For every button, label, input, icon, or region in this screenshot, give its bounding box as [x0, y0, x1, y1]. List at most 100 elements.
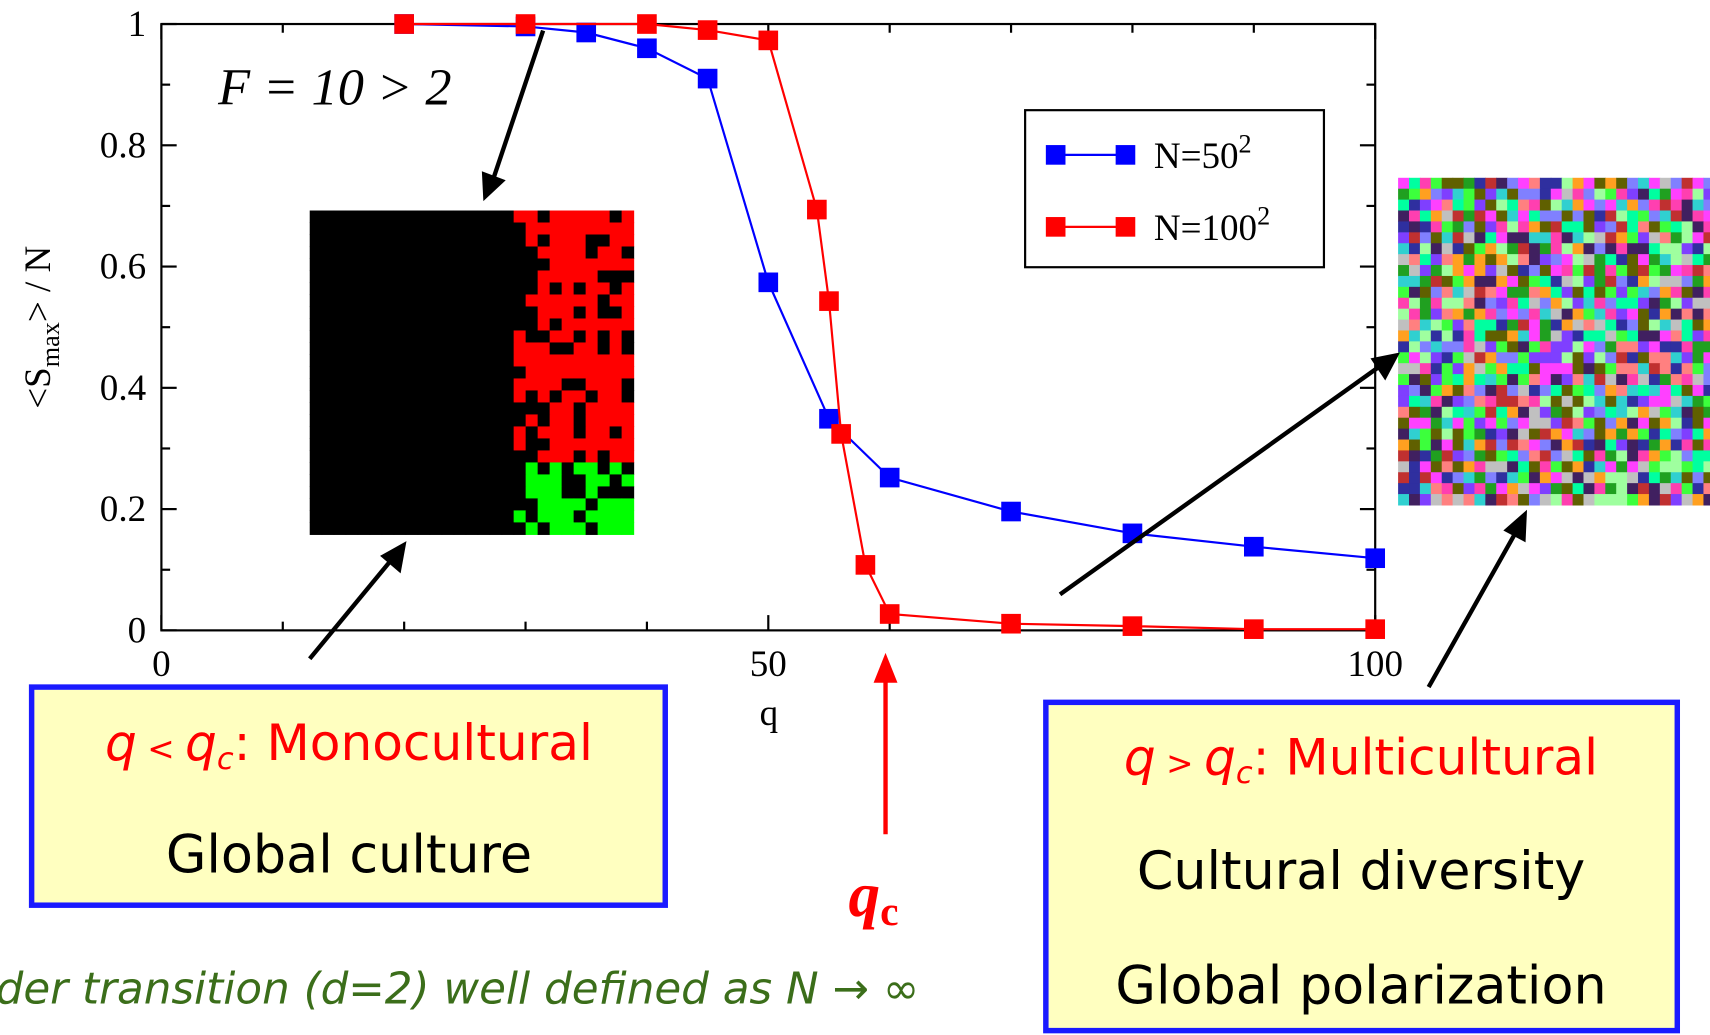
lattice-cell: [1583, 330, 1595, 342]
lattice-cell: [1583, 494, 1595, 506]
lattice-cell: [1463, 439, 1475, 451]
right-box-line: Global polarization: [1115, 955, 1606, 1016]
lattice-cell: [585, 474, 599, 487]
lattice-cell: [1507, 265, 1519, 277]
lattice-cell: [1616, 483, 1628, 495]
lattice-cell: [381, 342, 395, 356]
lattice-cell: [1594, 177, 1606, 190]
lattice-cell: [1594, 406, 1606, 419]
x-axis-label: q: [760, 693, 779, 734]
lattice-cell: [357, 282, 371, 296]
lattice-cell: [501, 498, 515, 511]
lattice-cell: [309, 522, 323, 535]
lattice-cell: [1398, 384, 1410, 397]
lattice-cell: [585, 390, 599, 403]
lattice-cell: [1539, 417, 1552, 430]
lattice-cell: [1572, 319, 1585, 332]
lattice-cell: [465, 510, 479, 523]
lattice-cell: [381, 486, 395, 499]
lattice-cell: [309, 246, 323, 260]
lattice-cell: [405, 294, 419, 308]
lattice-cell: [1692, 254, 1705, 266]
lattice-cell: [621, 474, 635, 487]
arrowhead: [1370, 352, 1400, 381]
lattice-cell: [1441, 221, 1454, 233]
lattice-cell: [1539, 243, 1552, 255]
lattice-cell: [1648, 439, 1661, 451]
lattice-cell: [1409, 319, 1421, 332]
lattice-cell: [357, 342, 371, 356]
lattice-cell: [333, 414, 347, 427]
footer-note: der transition (d=2) well defined as N →…: [0, 964, 919, 1014]
lattice-cell: [1692, 243, 1705, 255]
lattice-cell: [1648, 177, 1661, 190]
lattice-cell: [429, 270, 443, 284]
lattice-cell: [1409, 177, 1421, 190]
lattice-cell: [525, 438, 539, 451]
lattice-cell: [1692, 461, 1705, 473]
lattice-cell: [405, 390, 419, 403]
lattice-cell: [621, 486, 635, 499]
qc-arrow: [873, 652, 898, 835]
lattice-cell: [1659, 439, 1672, 451]
lattice-cell: [309, 498, 323, 511]
lattice-cell: [501, 270, 515, 284]
lattice-cell: [609, 414, 623, 427]
lattice-cell: [1463, 297, 1475, 310]
lattice-cell: [441, 450, 455, 463]
lattice-cell: [1681, 428, 1694, 441]
lattice-cell: [1659, 374, 1672, 386]
lattice-cell: [429, 282, 443, 296]
lattice-cell: [1507, 483, 1519, 495]
lattice-cell: [1518, 232, 1530, 244]
lattice-cell: [465, 210, 479, 224]
lattice-cell: [597, 402, 611, 415]
lattice-cell: [1681, 450, 1694, 462]
lattice-cell: [1648, 428, 1661, 441]
lattice-cell: [345, 510, 359, 523]
lattice-cell: [1430, 384, 1443, 397]
lattice-cell: [1638, 177, 1650, 190]
lattice-cell: [1692, 417, 1705, 430]
lattice-cell: [405, 414, 419, 427]
lattice-cell: [1550, 308, 1563, 321]
lattice-cell: [1496, 308, 1508, 321]
lattice-cell: [1572, 243, 1585, 255]
lattice-cell: [1670, 177, 1683, 190]
data-point: [697, 68, 718, 89]
lattice-cell: [1441, 384, 1454, 397]
lattice-cell: [1616, 275, 1628, 288]
data-point: [697, 20, 718, 40]
lattice-cell: [369, 234, 383, 248]
lattice-cell: [597, 246, 611, 260]
lattice-cell: [1441, 297, 1454, 310]
lattice-cell: [537, 294, 551, 308]
lattice-cell: [549, 246, 563, 260]
lattice-cell: [1539, 363, 1552, 375]
lattice-cell: [573, 522, 587, 535]
lattice-cell: [1681, 352, 1694, 364]
lattice-cell: [1452, 210, 1465, 222]
lattice-cell: [1703, 374, 1710, 386]
lattice-cell: [1507, 254, 1519, 266]
lattice-cell: [1605, 254, 1617, 266]
lattice-cell: [1398, 286, 1410, 299]
lattice-cell: [549, 306, 563, 320]
lattice-cell: [1572, 472, 1585, 484]
lattice-cell: [1703, 406, 1710, 419]
lattice-cell: [1572, 450, 1585, 462]
lattice-cell: [1507, 428, 1519, 441]
lattice-cell: [477, 270, 491, 284]
lattice-cell: [1572, 188, 1585, 201]
lattice-cell: [1496, 188, 1508, 201]
lattice-cell: [1398, 483, 1410, 495]
lattice-cell: [405, 486, 419, 499]
lattice-cell: [1452, 395, 1465, 408]
lattice-cell: [1528, 286, 1541, 299]
lattice-cell: [465, 330, 479, 344]
lattice-cell: [1659, 254, 1672, 266]
lattice-cell: [1419, 265, 1432, 277]
legend-marker: [1045, 145, 1066, 165]
lattice-cell: [405, 306, 419, 320]
